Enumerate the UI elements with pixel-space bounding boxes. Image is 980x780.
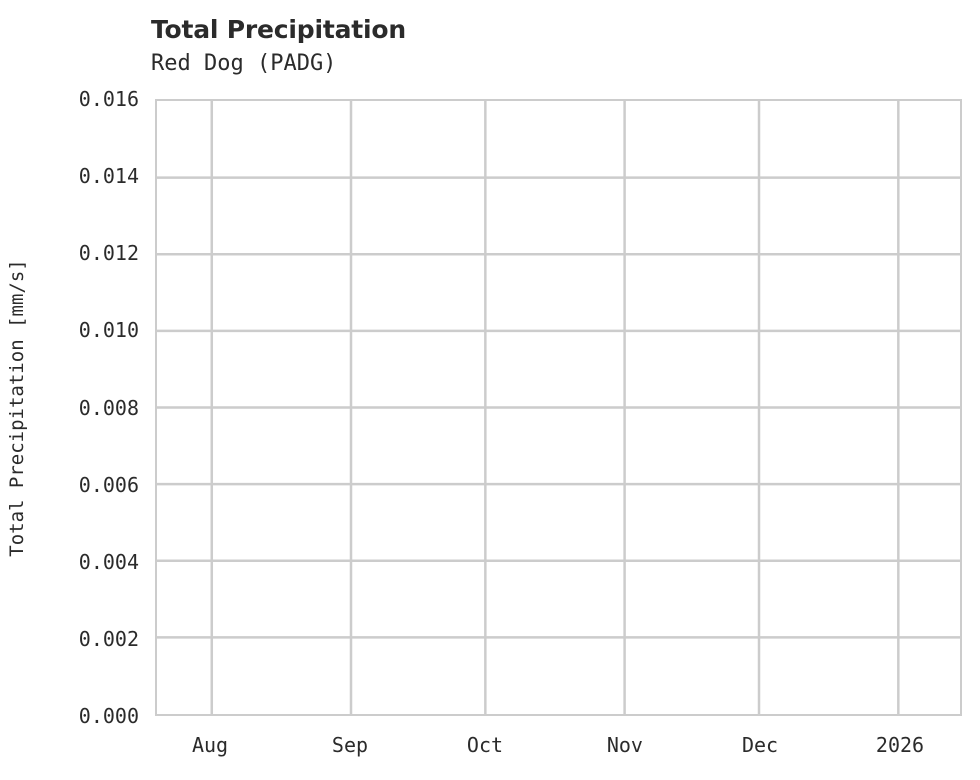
y-tick-label: 0.000 (78, 704, 139, 728)
x-tick-label: Nov (606, 733, 643, 757)
x-tick-label: 2026 (875, 733, 925, 757)
grid-lines (157, 101, 960, 714)
y-tick-label: 0.014 (78, 164, 139, 189)
y-tick-label: 0.010 (78, 318, 139, 343)
y-tick-label: 0.008 (78, 395, 139, 420)
y-tick-label: 0.004 (78, 549, 139, 574)
x-tick-label: Dec (741, 733, 779, 757)
y-tick-label: 0.012 (78, 241, 139, 266)
y-tick-label: 0.006 (78, 472, 139, 497)
y-tick-label: 0.016 (78, 87, 139, 111)
plot-area (155, 99, 962, 716)
chart-subtitle: Red Dog (PADG) (151, 51, 337, 76)
x-tick-label: Sep (331, 733, 369, 757)
x-tick-label: Aug (191, 733, 229, 757)
y-axis-tick-labels: 0.000 0.002 0.004 0.006 0.008 0.010 0.012 0.014… (0, 0, 139, 780)
x-tick-label: Oct (466, 733, 504, 757)
chart-title: Total Precipitation (151, 15, 406, 44)
y-tick-label: 0.002 (78, 626, 139, 651)
